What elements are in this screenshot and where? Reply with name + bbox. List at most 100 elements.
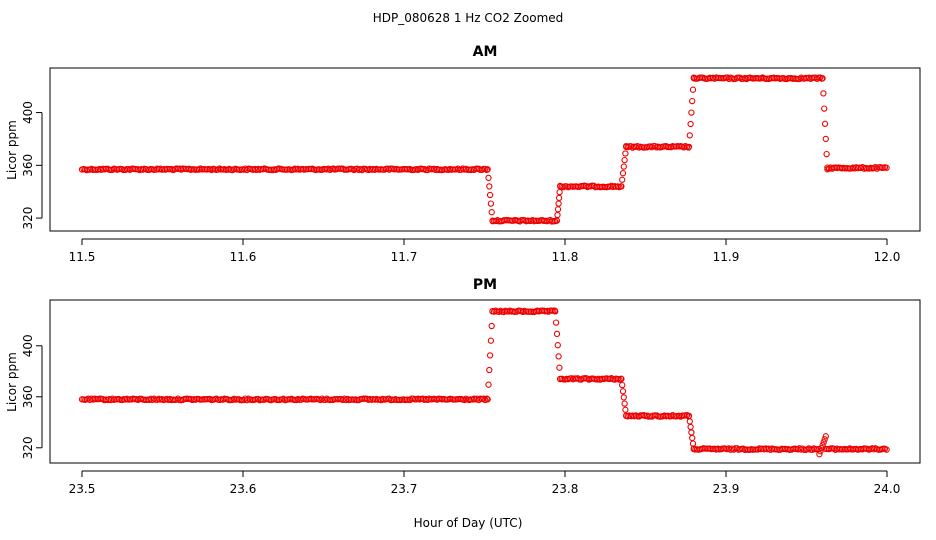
data-point xyxy=(555,194,563,202)
data-point xyxy=(688,429,695,436)
x-tick-label: 23.8 xyxy=(552,482,579,496)
data-point xyxy=(883,164,890,171)
data-point xyxy=(622,406,629,413)
x-tick-label: 11.8 xyxy=(552,250,579,264)
y-axis-label-am: Licor ppm xyxy=(5,120,19,180)
x-tick-label: 23.6 xyxy=(230,482,257,496)
data-point xyxy=(619,170,627,177)
y-tick-label: 360 xyxy=(21,154,35,177)
data-point xyxy=(686,418,693,425)
figure-title: HDP_080628 1 Hz CO2 Zoomed xyxy=(373,11,564,25)
data-point xyxy=(819,75,826,82)
x-tick-label: 12.0 xyxy=(874,250,901,264)
data-point xyxy=(621,156,628,164)
data-point xyxy=(552,308,559,315)
x-axis-am: 11.5 11.6 11.7 11.8 11.9 12.0 xyxy=(69,238,901,264)
data-point xyxy=(486,183,493,190)
y-tick-label: 400 xyxy=(21,334,35,357)
plot-box-pm xyxy=(49,299,921,464)
data-point xyxy=(480,395,487,402)
data-point xyxy=(686,132,693,139)
data-point xyxy=(555,200,562,207)
data-point xyxy=(553,217,561,224)
x-tick-label: 23.5 xyxy=(69,482,96,496)
data-point xyxy=(554,342,561,349)
panel-am: AM Licor ppm 11.5 11.6 11.7 11.8 11.9 12.0 32… xyxy=(5,44,921,264)
panel-title-pm: PM xyxy=(473,277,497,293)
data-point xyxy=(620,394,627,401)
data-point xyxy=(688,109,695,116)
data-point xyxy=(822,135,829,143)
data-point xyxy=(486,352,494,359)
data-point xyxy=(822,433,829,440)
data-point xyxy=(619,388,627,395)
data-point xyxy=(820,439,827,446)
data-point xyxy=(482,396,489,404)
data-point xyxy=(618,183,625,190)
data-point xyxy=(554,211,561,219)
data-point xyxy=(486,366,493,374)
y-axis-pm: 320 360 400 xyxy=(21,334,43,459)
data-point xyxy=(621,400,628,407)
panel-title-am: AM xyxy=(473,44,498,60)
x-axis-pm: 23.5 23.6 23.7 23.8 23.9 24.0 xyxy=(69,470,901,496)
plot-box-am xyxy=(49,67,921,232)
data-point xyxy=(817,448,824,455)
data-point xyxy=(821,436,828,443)
data-point xyxy=(484,396,491,403)
data-point xyxy=(687,120,694,128)
data-point xyxy=(823,150,830,158)
y-axis-label-pm: Licor ppm xyxy=(5,352,19,412)
x-tick-label: 24.0 xyxy=(874,482,901,496)
data-point xyxy=(487,337,495,344)
data-point xyxy=(689,97,696,105)
data-point xyxy=(553,330,561,338)
data-point xyxy=(689,440,697,447)
data-point xyxy=(821,105,828,112)
x-tick-label: 23.7 xyxy=(391,482,418,496)
data-point xyxy=(818,445,825,452)
data-point xyxy=(689,434,696,442)
data-point xyxy=(619,381,626,389)
panel-pm: PM Licor ppm 23.5 23.6 23.7 23.8 23.9 24.0 32… xyxy=(5,277,921,496)
data-point xyxy=(816,451,823,458)
data-point xyxy=(488,209,495,216)
x-tick-label: 11.5 xyxy=(69,250,96,264)
data-point xyxy=(555,353,562,360)
data-point xyxy=(821,120,829,127)
x-tick-label: 23.9 xyxy=(713,482,740,496)
data-point xyxy=(618,375,625,383)
data-point xyxy=(689,86,697,93)
data-point xyxy=(486,191,494,199)
data-point xyxy=(552,319,560,326)
data-point xyxy=(483,395,490,402)
data-points-am xyxy=(78,74,890,225)
data-point xyxy=(622,150,629,157)
data-point xyxy=(484,166,491,173)
y-tick-label: 320 xyxy=(21,207,35,230)
y-tick-label: 360 xyxy=(21,385,35,408)
data-point xyxy=(485,381,492,388)
data-points-pm xyxy=(78,307,890,458)
x-tick-label: 11.6 xyxy=(230,250,257,264)
data-point xyxy=(685,143,693,151)
x-axis-label: Hour of Day (UTC) xyxy=(414,516,523,530)
data-point xyxy=(556,364,563,371)
data-point xyxy=(485,174,492,182)
data-point xyxy=(554,206,562,213)
y-tick-label: 320 xyxy=(21,436,35,459)
x-tick-label: 11.9 xyxy=(713,250,740,264)
data-point xyxy=(687,423,694,431)
data-point xyxy=(619,176,626,183)
data-point xyxy=(883,446,890,453)
data-point xyxy=(488,322,495,330)
data-point xyxy=(819,442,826,449)
y-axis-am: 320 360 400 xyxy=(21,101,43,230)
data-point xyxy=(620,163,627,170)
y-tick-label: 400 xyxy=(21,101,35,124)
data-point xyxy=(820,90,827,97)
data-point xyxy=(487,200,495,207)
data-point xyxy=(556,188,563,196)
x-tick-label: 11.7 xyxy=(391,250,418,264)
